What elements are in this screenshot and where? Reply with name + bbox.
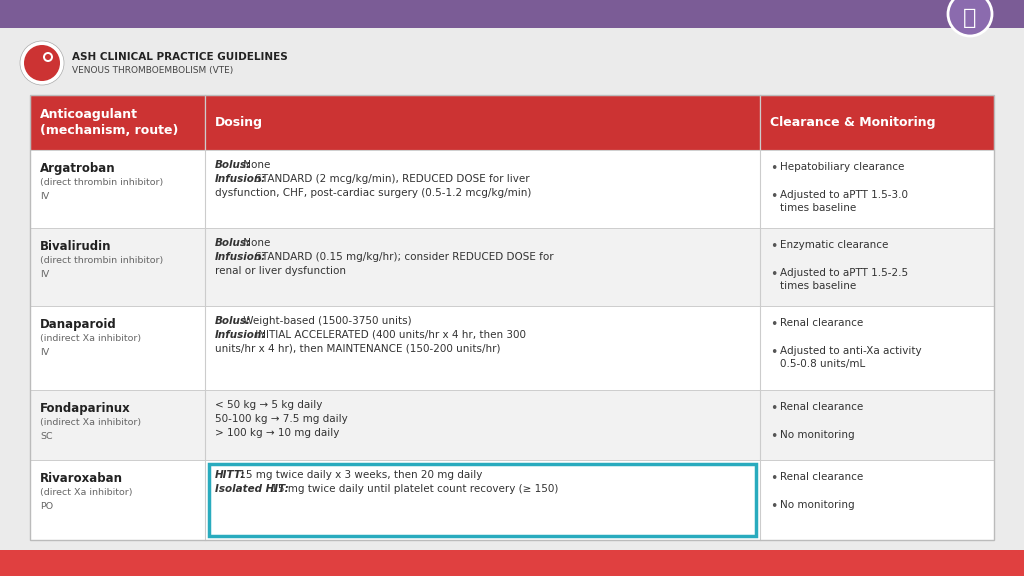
- Text: •: •: [770, 472, 777, 486]
- Text: > 100 kg → 10 mg daily: > 100 kg → 10 mg daily: [215, 427, 339, 438]
- Text: Dosing: Dosing: [215, 116, 263, 129]
- Text: 15 mg twice daily until platelet count recovery (≥ 150): 15 mg twice daily until platelet count r…: [267, 484, 558, 494]
- Text: PO: PO: [40, 502, 53, 511]
- Text: •: •: [770, 501, 777, 513]
- Bar: [0, 0, 1024, 28]
- Text: Fondaparinux: Fondaparinux: [40, 401, 131, 415]
- Text: Bivalirudin: Bivalirudin: [40, 240, 112, 253]
- Text: Argatroban: Argatroban: [40, 162, 116, 175]
- Text: Bolus:: Bolus:: [215, 238, 251, 248]
- Text: VENOUS THROMBOEMBOLISM (VTE): VENOUS THROMBOEMBOLISM (VTE): [72, 66, 233, 74]
- Bar: [760, 95, 994, 150]
- Text: Renal clearance: Renal clearance: [780, 472, 863, 483]
- Text: ⦿: ⦿: [964, 8, 977, 28]
- Text: IV: IV: [40, 348, 49, 357]
- Text: IV: IV: [40, 192, 49, 201]
- Text: No monitoring: No monitoring: [780, 430, 855, 439]
- Text: Danaparoid: Danaparoid: [40, 317, 117, 331]
- Bar: [205, 460, 760, 540]
- Bar: [205, 228, 760, 306]
- Text: (direct thrombin inhibitor): (direct thrombin inhibitor): [40, 256, 163, 265]
- Text: •: •: [770, 317, 777, 331]
- Bar: [760, 460, 994, 540]
- Text: STANDARD (2 mcg/kg/min), REDUCED DOSE for liver: STANDARD (2 mcg/kg/min), REDUCED DOSE fo…: [252, 174, 529, 184]
- Text: •: •: [770, 430, 777, 443]
- Text: (indirect Xa inhibitor): (indirect Xa inhibitor): [40, 418, 141, 427]
- Bar: [30, 389, 205, 460]
- Text: renal or liver dysfunction: renal or liver dysfunction: [215, 266, 346, 276]
- Bar: [30, 95, 994, 540]
- Text: times baseline: times baseline: [780, 281, 856, 291]
- Text: Bolus:: Bolus:: [215, 316, 251, 325]
- Circle shape: [20, 41, 63, 85]
- Text: Clearance & Monitoring: Clearance & Monitoring: [770, 116, 936, 129]
- Text: Anticoagulant
(mechanism, route): Anticoagulant (mechanism, route): [40, 108, 178, 137]
- Text: dysfunction, CHF, post-cardiac surgery (0.5-1.2 mcg/kg/min): dysfunction, CHF, post-cardiac surgery (…: [215, 188, 531, 198]
- Text: Hepatobiliary clearance: Hepatobiliary clearance: [780, 162, 904, 172]
- Text: •: •: [770, 162, 777, 175]
- Text: 15 mg twice daily x 3 weeks, then 20 mg daily: 15 mg twice daily x 3 weeks, then 20 mg …: [237, 471, 483, 480]
- Text: •: •: [770, 190, 777, 203]
- Bar: [209, 464, 756, 536]
- Text: Weight-based (1500-3750 units): Weight-based (1500-3750 units): [241, 316, 412, 325]
- Text: •: •: [770, 401, 777, 415]
- Text: HITT:: HITT:: [215, 471, 246, 480]
- Bar: [760, 150, 994, 228]
- Text: Renal clearance: Renal clearance: [780, 401, 863, 412]
- Text: Infusion:: Infusion:: [215, 252, 266, 262]
- Text: INITIAL ACCELERATED (400 units/hr x 4 hr, then 300: INITIAL ACCELERATED (400 units/hr x 4 hr…: [252, 329, 526, 340]
- Bar: [760, 389, 994, 460]
- Text: Bolus:: Bolus:: [215, 160, 251, 170]
- Bar: [205, 150, 760, 228]
- Text: SC: SC: [40, 431, 52, 441]
- Text: STANDARD (0.15 mg/kg/hr); consider REDUCED DOSE for: STANDARD (0.15 mg/kg/hr); consider REDUC…: [252, 252, 554, 262]
- Text: (indirect Xa inhibitor): (indirect Xa inhibitor): [40, 334, 141, 343]
- Text: units/hr x 4 hr), then MAINTENANCE (150-200 units/hr): units/hr x 4 hr), then MAINTENANCE (150-…: [215, 344, 501, 354]
- Text: Renal clearance: Renal clearance: [780, 317, 863, 328]
- Circle shape: [24, 45, 60, 81]
- Bar: [205, 306, 760, 389]
- Text: •: •: [770, 268, 777, 281]
- Circle shape: [43, 52, 53, 62]
- Bar: [30, 306, 205, 389]
- Text: Isolated HIT:: Isolated HIT:: [215, 484, 289, 494]
- Text: Adjusted to aPTT 1.5-3.0: Adjusted to aPTT 1.5-3.0: [780, 190, 908, 200]
- Text: Enzymatic clearance: Enzymatic clearance: [780, 240, 889, 250]
- Bar: [30, 228, 205, 306]
- Bar: [30, 460, 205, 540]
- Text: None: None: [241, 238, 270, 248]
- Circle shape: [948, 0, 992, 36]
- Text: •: •: [770, 240, 777, 253]
- Bar: [205, 389, 760, 460]
- Text: Infusion:: Infusion:: [215, 329, 266, 340]
- Circle shape: [45, 54, 51, 60]
- Text: •: •: [770, 346, 777, 359]
- Bar: [0, 550, 1024, 576]
- Text: < 50 kg → 5 kg daily: < 50 kg → 5 kg daily: [215, 400, 323, 410]
- Text: times baseline: times baseline: [780, 203, 856, 213]
- Text: None: None: [241, 160, 270, 170]
- Bar: [760, 228, 994, 306]
- Bar: [760, 306, 994, 389]
- Bar: [30, 95, 205, 150]
- Text: 0.5-0.8 units/mL: 0.5-0.8 units/mL: [780, 359, 865, 369]
- Bar: [30, 150, 205, 228]
- Text: Adjusted to aPTT 1.5-2.5: Adjusted to aPTT 1.5-2.5: [780, 268, 908, 278]
- Bar: [205, 95, 760, 150]
- Text: Rivaroxaban: Rivaroxaban: [40, 472, 123, 486]
- Text: ASH CLINICAL PRACTICE GUIDELINES: ASH CLINICAL PRACTICE GUIDELINES: [72, 52, 288, 62]
- Text: (direct Xa inhibitor): (direct Xa inhibitor): [40, 488, 132, 498]
- Text: (direct thrombin inhibitor): (direct thrombin inhibitor): [40, 178, 163, 187]
- Text: Infusion:: Infusion:: [215, 174, 266, 184]
- Text: IV: IV: [40, 270, 49, 279]
- Text: No monitoring: No monitoring: [780, 501, 855, 510]
- Text: Adjusted to anti-Xa activity: Adjusted to anti-Xa activity: [780, 346, 922, 355]
- Text: 50-100 kg → 7.5 mg daily: 50-100 kg → 7.5 mg daily: [215, 414, 348, 424]
